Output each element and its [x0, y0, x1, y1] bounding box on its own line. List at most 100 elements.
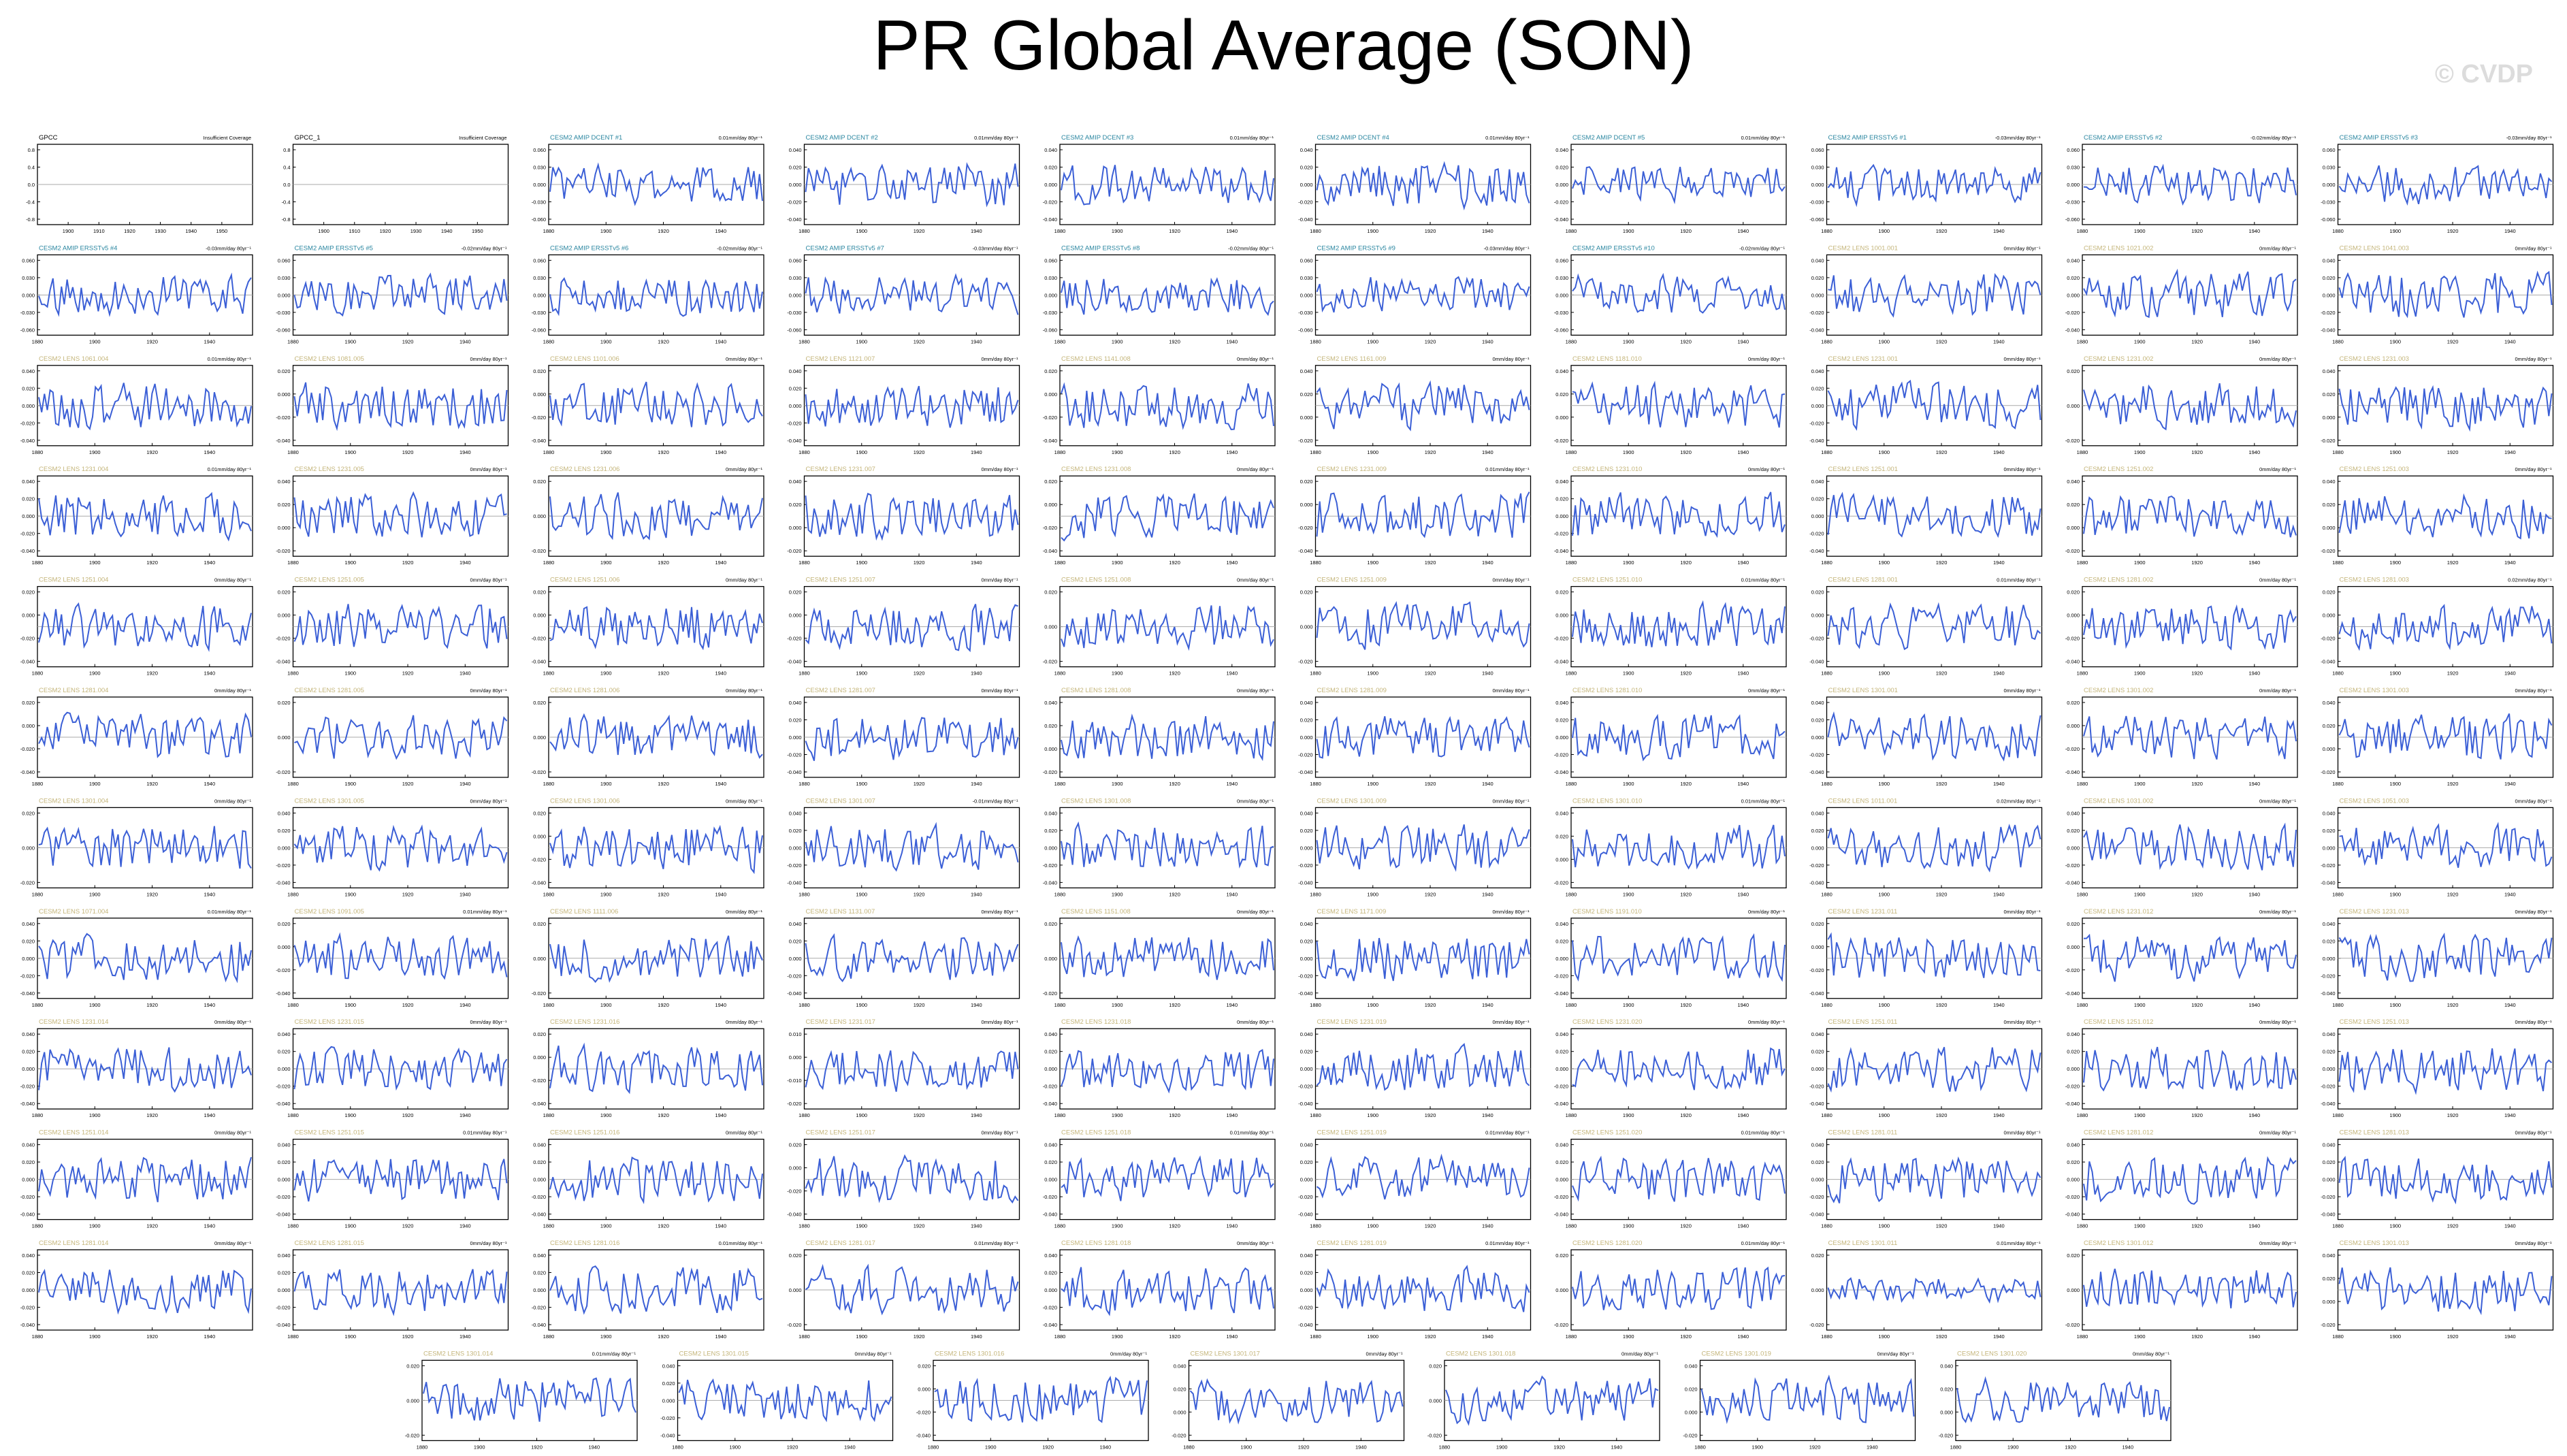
y-tick-label: -0.020 — [532, 990, 546, 997]
y-tick-label: 0.020 — [1044, 723, 1057, 729]
x-tick-label: 1880 — [1054, 1333, 1066, 1340]
panel-trend: 0mm/day 80yr⁻¹ — [2259, 1019, 2296, 1025]
y-tick-label: 0.000 — [1300, 845, 1313, 851]
x-tick-label: 1900 — [2389, 1333, 2401, 1340]
x-tick-label: 1920 — [658, 1333, 669, 1340]
x-tick-label: 1900 — [1878, 338, 1890, 344]
x-tick-label: 1920 — [1936, 1223, 1948, 1229]
y-tick-label: 0.040 — [1811, 1142, 1824, 1148]
x-tick-label: 1880 — [32, 1223, 44, 1229]
y-tick-label: 0.020 — [1555, 1049, 1568, 1055]
x-tick-label: 1940 — [1737, 449, 1749, 455]
y-tick-label: 0.000 — [1044, 845, 1057, 851]
series-line — [934, 1375, 1148, 1423]
x-tick-label: 1880 — [2332, 1333, 2344, 1340]
x-tick-label: 1880 — [1566, 1002, 1577, 1008]
y-tick-label: -0.030 — [1809, 199, 1824, 206]
y-tick-label: -0.060 — [1809, 216, 1824, 223]
y-tick-label: 0.000 — [2323, 845, 2336, 851]
panel-trend: 0mm/day 80yr⁻¹ — [2259, 356, 2296, 362]
panel-title: CESM2 LENS 1231.019 — [1317, 1018, 1387, 1026]
y-tick-label: 0.060 — [22, 257, 35, 263]
y-tick-label: 0.000 — [789, 1165, 802, 1171]
x-tick-label: 1940 — [2504, 1223, 2516, 1229]
series-line — [293, 1269, 508, 1316]
panel: CESM2 LENS 1111.006 0mm/day 80yr⁻¹ 0.020 0.… — [532, 908, 764, 1008]
y-tick-label: 0.020 — [278, 828, 291, 834]
x-tick-label: 1920 — [914, 449, 925, 455]
y-tick-label: -0.040 — [1554, 216, 1568, 223]
x-tick-label: 1940 — [1737, 781, 1749, 787]
x-tick-label: 1920 — [1936, 560, 1948, 566]
panel-trend: 0.01mm/day 80yr⁻¹ — [1485, 466, 1530, 472]
panel-title: CESM2 LENS 1231.009 — [1317, 466, 1387, 473]
x-tick-label: 1900 — [1878, 1223, 1890, 1229]
panel-trend: 0mm/day 80yr⁻¹ — [726, 687, 762, 694]
x-tick-label: 1900 — [1367, 338, 1378, 344]
x-tick-label: 1920 — [2191, 338, 2203, 344]
y-tick-label: 0.000 — [533, 956, 546, 962]
y-tick-label: -0.040 — [787, 438, 801, 444]
y-tick-label: 0.020 — [2323, 589, 2336, 596]
y-tick-label: -0.040 — [532, 1322, 546, 1328]
series-line — [1061, 1267, 1274, 1316]
panel-trend: 0mm/day 80yr⁻¹ — [726, 909, 762, 915]
series-line — [2338, 493, 2552, 540]
x-tick-label: 1940 — [715, 338, 726, 344]
y-tick-label: 0.000 — [22, 403, 35, 409]
panel-trend: 0mm/day 80yr⁻¹ — [1110, 1350, 1147, 1357]
panel-title: CESM2 LENS 1231.003 — [2340, 355, 2409, 363]
x-tick-label: 1920 — [402, 1333, 414, 1340]
y-tick-label: -0.040 — [20, 438, 35, 444]
y-tick-label: -0.020 — [1043, 1305, 1057, 1311]
panel-trend: -0.02mm/day 80yr⁻¹ — [717, 245, 762, 251]
series-line — [1316, 161, 1530, 211]
panel: CESM2 LENS 1301.020 0mm/day 80yr⁻¹ 0.040 0.… — [1939, 1350, 2172, 1450]
x-tick-label: 1940 — [1226, 449, 1238, 455]
x-tick-label: 1900 — [1367, 891, 1378, 897]
x-tick-label: 1900 — [1112, 670, 1123, 677]
y-tick-label: 0.4 — [28, 165, 35, 171]
x-tick-label: 1880 — [2332, 891, 2344, 897]
x-tick-label: 1900 — [600, 228, 612, 234]
x-tick-label: 1940 — [2248, 1223, 2260, 1229]
series-line — [1572, 600, 1786, 647]
x-tick-label: 1920 — [402, 449, 414, 455]
y-tick-label: 0.000 — [278, 944, 291, 950]
x-tick-label: 1900 — [89, 1333, 101, 1340]
panel-trend: 0mm/day 80yr⁻¹ — [214, 1019, 251, 1025]
panel-trend: 0mm/day 80yr⁻¹ — [214, 577, 251, 583]
y-tick-label: -0.020 — [276, 636, 290, 642]
panel-trend: 0mm/day 80yr⁻¹ — [1237, 909, 1274, 915]
panel-title: CESM2 LENS 1251.012 — [2084, 1018, 2153, 1026]
y-tick-label: 0.000 — [278, 1177, 291, 1183]
x-tick-label: 1920 — [658, 1223, 669, 1229]
panel-title: CESM2 LENS 1231.012 — [2084, 908, 2153, 916]
panel: CESM2 LENS 1251.007 0mm/day 80yr⁻¹ 0.020 0.… — [787, 577, 1020, 677]
y-tick-label: -0.040 — [276, 1322, 290, 1328]
y-tick-label: 0.000 — [789, 956, 802, 962]
x-tick-label: 1920 — [1169, 228, 1180, 234]
y-tick-label: 0.020 — [2323, 723, 2336, 729]
y-tick-label: 0.000 — [789, 292, 802, 298]
x-tick-label: 1880 — [1821, 449, 1833, 455]
x-tick-label: 1940 — [715, 891, 726, 897]
y-tick-label: 0.040 — [1044, 700, 1057, 706]
panel-trend: 0.01mm/day 80yr⁻¹ — [208, 909, 252, 915]
panel-title: CESM2 LENS 1231.017 — [806, 1018, 875, 1026]
panel-title: CESM2 LENS 1111.006 — [550, 908, 618, 916]
y-tick-label: 0.020 — [1811, 1252, 1824, 1259]
x-tick-label: 1900 — [2134, 1112, 2146, 1118]
y-tick-label: 0.020 — [2067, 700, 2080, 706]
x-tick-label: 1940 — [1482, 228, 1494, 234]
y-tick-label: -0.060 — [276, 327, 290, 333]
y-tick-label: -0.040 — [787, 990, 801, 997]
series-line — [38, 272, 252, 317]
series-line — [293, 1046, 508, 1091]
panel-trend: 0mm/day 80yr⁻¹ — [726, 1130, 762, 1136]
panel-trend: 0mm/day 80yr⁻¹ — [1237, 687, 1274, 694]
panel-title: CESM2 LENS 1281.003 — [2340, 577, 2409, 584]
series-line — [293, 1159, 508, 1202]
x-tick-label: 1880 — [2077, 228, 2088, 234]
panel-title: CESM2 LENS 1231.015 — [295, 1018, 364, 1026]
